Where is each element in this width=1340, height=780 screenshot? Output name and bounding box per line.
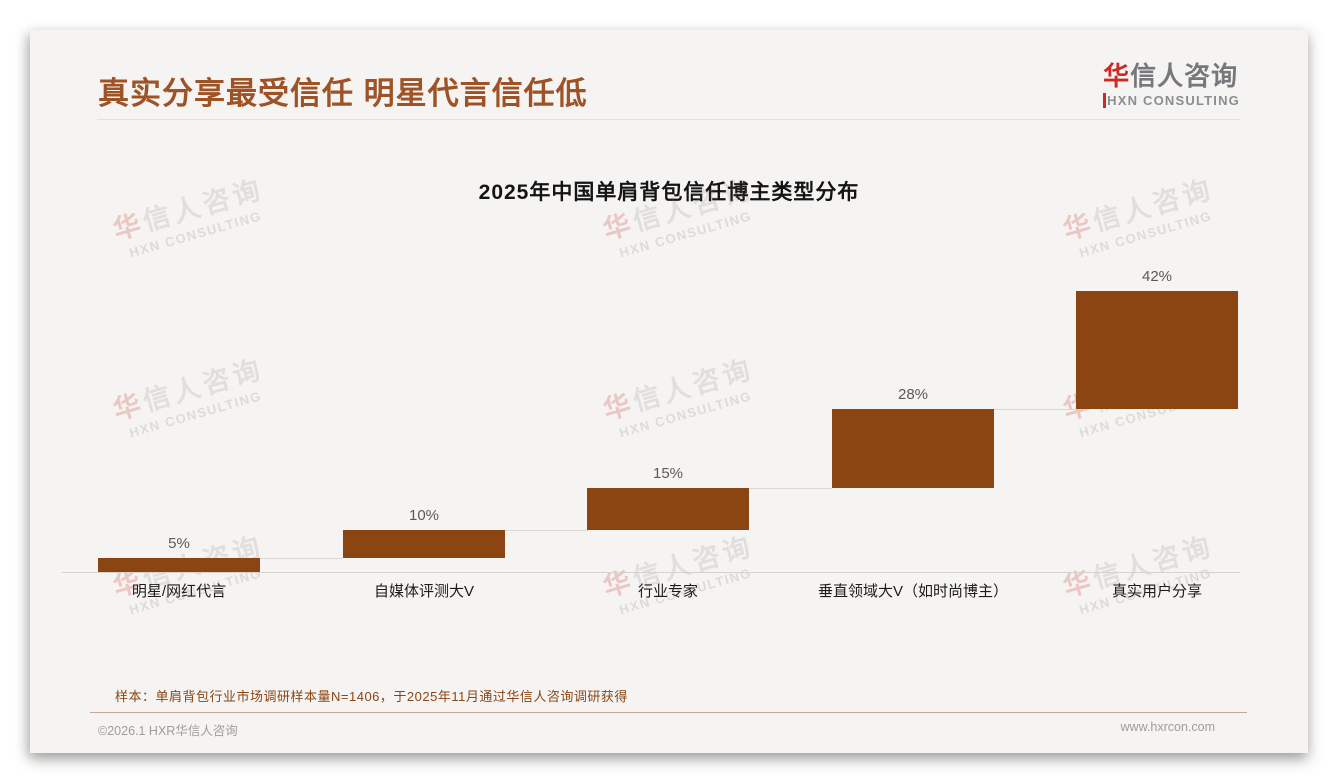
copyright-text: ©2026.1 HXR华信人咨询 <box>98 724 238 738</box>
company-logo: 华信人咨询 HXN CONSULTING <box>1103 62 1240 108</box>
watermark-english: HXN CONSULTING <box>127 388 264 441</box>
step-connector-line <box>993 409 1077 410</box>
sample-note: 样本：单肩背包行业市场调研样本量N=1406，于2025年11月通过华信人咨询调… <box>115 689 628 704</box>
step-connector-line <box>260 558 343 559</box>
watermark-accent-char: 华 <box>109 208 148 246</box>
category-label: 垂直领域大V（如时尚博主） <box>817 583 1008 600</box>
watermark-chinese: 华信人咨询 <box>108 347 268 427</box>
logo-cn-accent: 华 <box>1103 61 1131 91</box>
watermark-chinese: 华信人咨询 <box>598 347 758 427</box>
page-title: 真实分享最受信任 明星代言信任低 <box>98 76 588 111</box>
trust-bar <box>1076 291 1238 409</box>
chart-title: 2025年中国单肩背包信任博主类型分布 <box>478 181 860 204</box>
x-axis-line <box>62 572 1240 573</box>
watermark-english: HXN CONSULTING <box>617 388 754 441</box>
category-label: 真实用户分享 <box>1111 583 1202 600</box>
trust-bar <box>587 488 749 530</box>
trust-bar <box>832 409 994 488</box>
bar-value-label: 15% <box>652 465 684 482</box>
footer: ©2026.1 HXR华信人咨询 www.hxrcon.com <box>98 720 1215 739</box>
watermark-accent-char: 华 <box>109 388 148 426</box>
category-label: 明星/网红代言 <box>131 583 227 600</box>
watermark-accent-char: 华 <box>599 388 638 426</box>
report-card: 真实分享最受信任 明星代言信任低 华信人咨询 HXN CONSULTING 20… <box>30 30 1308 753</box>
watermark-rest-chars: 信人咨询 <box>139 353 268 417</box>
logo-en-rest: XN CONSULTING <box>1117 92 1240 108</box>
logo-english-name: HXN CONSULTING <box>1103 92 1240 108</box>
logo-en-accent: H <box>1103 92 1118 108</box>
bar-value-label: 42% <box>1141 268 1173 285</box>
logo-chinese-name: 华信人咨询 <box>1103 62 1240 91</box>
logo-cn-rest: 信人咨询 <box>1130 61 1239 91</box>
watermark-english: HXN CONSULTING <box>617 208 754 261</box>
header-divider <box>97 119 1240 120</box>
bar-value-label: 28% <box>897 386 929 403</box>
watermark-accent-char: 华 <box>599 208 638 246</box>
step-connector-line <box>749 488 832 489</box>
watermark-english: HXN CONSULTING <box>1077 208 1214 261</box>
step-connector-line <box>504 530 588 531</box>
bar-value-label: 5% <box>168 535 190 552</box>
website-url: www.hxrcon.com <box>1120 720 1215 734</box>
watermark-english: HXN CONSULTING <box>127 208 264 261</box>
category-label: 自媒体评测大V <box>373 583 474 600</box>
watermark-accent-char: 华 <box>1059 208 1098 246</box>
footer-divider <box>90 712 1247 713</box>
trust-bar <box>343 530 505 558</box>
trust-bar <box>98 558 260 572</box>
bar-value-label: 10% <box>408 507 440 524</box>
watermark-rest-chars: 信人咨询 <box>629 353 758 417</box>
category-label: 行业专家 <box>637 583 698 600</box>
